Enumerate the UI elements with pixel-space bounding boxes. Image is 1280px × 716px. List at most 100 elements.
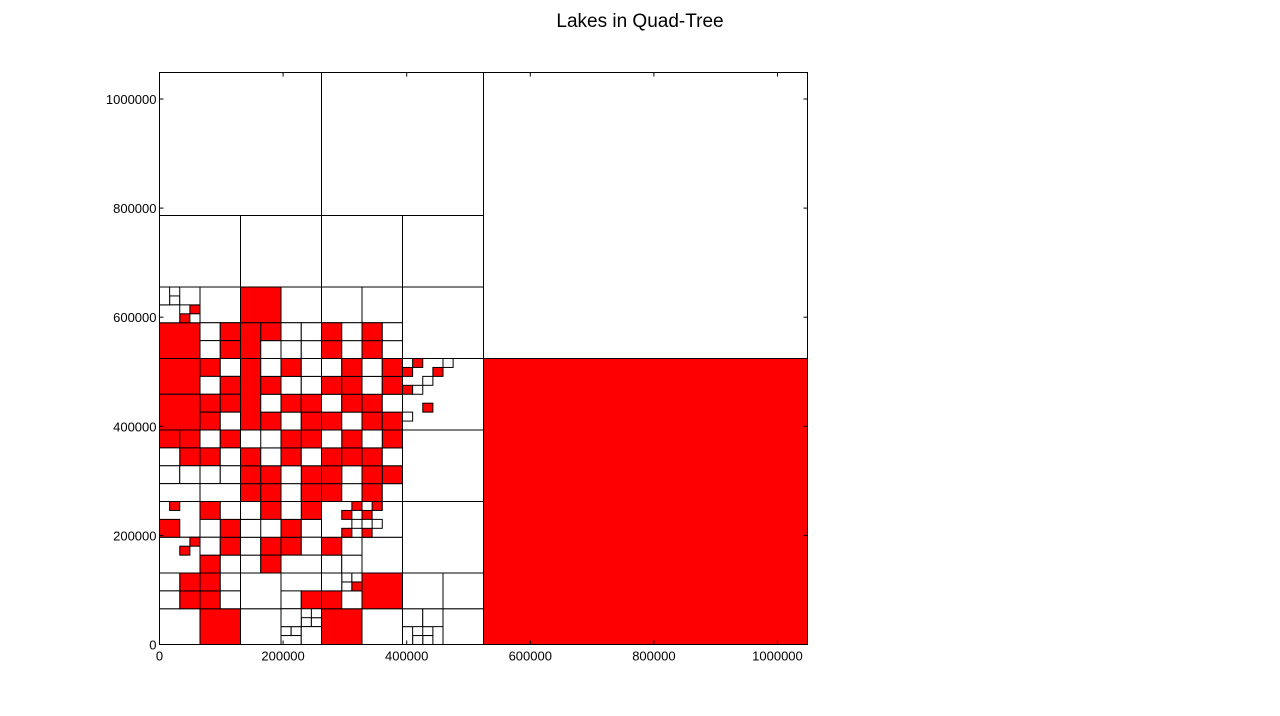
empty-cell [412,384,424,395]
lake-cell [179,313,191,324]
y-tick-label: 0 [149,638,156,653]
lake-cell [361,483,383,503]
lake-cell [321,411,343,431]
lake-cell [240,483,262,503]
lake-cell [300,411,322,431]
lake-cell [179,572,201,592]
lake-cell [361,509,373,520]
empty-cell [402,572,444,610]
lake-cell [240,286,282,324]
lake-cell [381,375,403,395]
lake-cell [321,322,343,342]
lake-cell [321,608,363,645]
empty-cell [341,536,363,556]
empty-cell [402,215,484,288]
lake-cell [179,590,201,610]
empty-cell [199,375,221,395]
lake-cell [361,411,383,431]
empty-cell [300,447,322,467]
x-tick-label: 1000000 [752,649,803,664]
lake-cell [321,590,343,610]
x-tick-label: 800000 [632,649,675,664]
lake-cell [199,358,221,377]
lake-cell [280,447,302,467]
y-tick-label: 600000 [113,310,156,325]
lake-cell [219,322,241,342]
empty-cell [159,447,181,467]
lake-cell [219,393,241,413]
x-tick-label: 400000 [385,649,428,664]
lake-cell [219,340,241,360]
x-tick-label: 200000 [261,649,304,664]
lake-cell [371,501,383,511]
lake-cell [280,393,302,413]
lake-cell [219,429,241,449]
lake-cell [341,509,353,520]
empty-cell [381,483,403,503]
empty-cell [341,590,363,610]
empty-cell [159,572,181,592]
axis-ticks: 0 200000 400000 600000 800000 1000000 0 200000 4… [106,72,808,664]
lake-cell [321,447,343,467]
lake-cell [199,572,221,592]
lake-cell [199,447,221,467]
empty-cell [280,411,302,431]
lake-cell [300,393,322,413]
empty-cell [280,340,302,360]
chart-title: Lakes in Quad-Tree [556,11,724,32]
lake-cell [199,590,221,610]
lake-cell [240,447,262,467]
lake-cell [381,411,403,431]
lake-cell [159,322,201,359]
lake-cell [199,501,221,520]
lake-cell [361,393,383,413]
lake-cell [402,366,414,377]
lake-cell [381,429,403,449]
lake-cell [361,527,373,538]
lake-cell [199,554,221,574]
empty-cell [280,554,322,574]
empty-cell [361,286,403,324]
lake-cell [199,411,221,431]
empty-cell [189,313,201,324]
lake-cell [280,536,302,556]
empty-cell [159,483,201,503]
lake-cell [280,518,302,538]
empty-cell [300,518,322,538]
lake-cell [381,465,403,485]
empty-cell [402,626,414,646]
lake-cell [260,411,282,431]
lake-cell [280,429,302,449]
lake-cell [219,536,241,556]
quadtree-cells [159,72,808,646]
empty-cell [381,447,403,467]
empty-cell [442,572,484,610]
lake-cell [240,358,262,431]
lake-cell [321,465,343,485]
empty-cell [422,608,444,628]
empty-cell [199,483,241,503]
empty-cell [321,429,343,449]
lake-cell [361,465,383,485]
empty-cell [199,465,221,485]
lake-cell [321,536,343,556]
lake-cell [300,483,322,503]
empty-cell [240,518,262,538]
empty-cell [300,375,322,395]
y-tick-label: 400000 [113,419,156,434]
empty-cell [341,322,363,342]
empty-cell [381,322,403,342]
lake-cell [361,572,403,610]
lake-cell [199,608,241,645]
lake-cell [260,554,282,574]
empty-cell [422,635,434,645]
empty-cell [300,358,322,377]
empty-cell [260,358,282,377]
empty-cell [300,626,322,646]
empty-cell [402,286,484,359]
empty-cell [300,617,312,628]
lake-cell [260,536,282,556]
empty-cell [199,286,241,324]
lake-cell [341,393,363,413]
empty-cell [240,215,322,288]
